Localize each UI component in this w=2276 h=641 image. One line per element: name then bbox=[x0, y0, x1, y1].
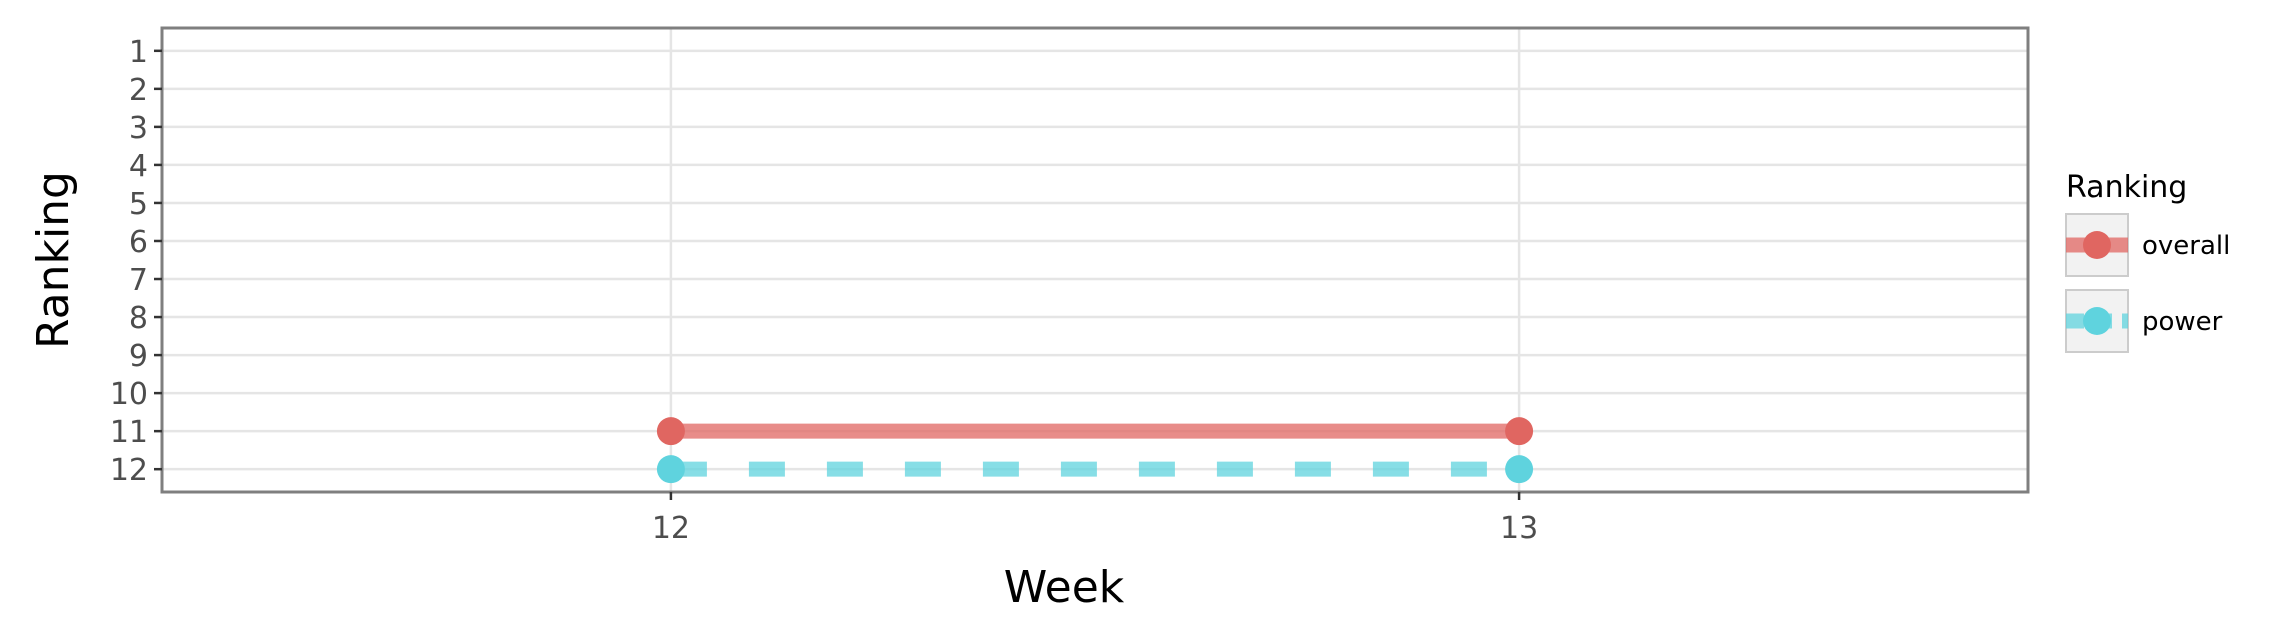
grid-lines bbox=[162, 28, 2028, 492]
legend-label: overall bbox=[2142, 231, 2230, 261]
y-tick-label: 1 bbox=[129, 35, 148, 70]
x-axis-title: Week bbox=[1004, 562, 1125, 613]
y-tick-label: 7 bbox=[129, 263, 148, 298]
legend-key-point bbox=[2083, 307, 2111, 335]
y-tick-label: 6 bbox=[129, 225, 148, 260]
plot-border bbox=[160, 26, 2030, 494]
series-point-power bbox=[1505, 455, 1534, 484]
x-axis: 12 13 bbox=[652, 492, 1538, 546]
y-tick-label: 10 bbox=[110, 377, 148, 412]
series-power bbox=[656, 455, 1534, 484]
y-tick-label: 2 bbox=[129, 73, 148, 108]
legend-title: Ranking bbox=[2066, 170, 2187, 205]
y-tick-label: 9 bbox=[129, 339, 148, 374]
series-layer bbox=[656, 417, 1534, 484]
y-tick-label: 11 bbox=[110, 415, 148, 450]
series-point-overall bbox=[656, 417, 685, 446]
legend-key-point bbox=[2083, 231, 2111, 259]
y-tick-label: 8 bbox=[129, 301, 148, 336]
y-tick-label: 12 bbox=[110, 453, 148, 488]
legend-item-overall: overall bbox=[2065, 213, 2230, 277]
y-tick-label: 5 bbox=[129, 187, 148, 222]
legend: Ranking overall power bbox=[2065, 170, 2230, 353]
x-tick-label: 13 bbox=[1500, 511, 1538, 546]
y-tick-label: 4 bbox=[129, 149, 148, 184]
series-point-power bbox=[656, 455, 685, 484]
y-tick-label: 3 bbox=[129, 111, 148, 146]
series-overall bbox=[656, 417, 1534, 446]
plot-background bbox=[162, 28, 2028, 492]
series-point-overall bbox=[1505, 417, 1534, 446]
legend-label: power bbox=[2142, 307, 2223, 337]
x-tick-label: 12 bbox=[652, 511, 690, 546]
y-axis-title: Ranking bbox=[28, 171, 79, 349]
legend-item-power: power bbox=[2065, 289, 2223, 353]
